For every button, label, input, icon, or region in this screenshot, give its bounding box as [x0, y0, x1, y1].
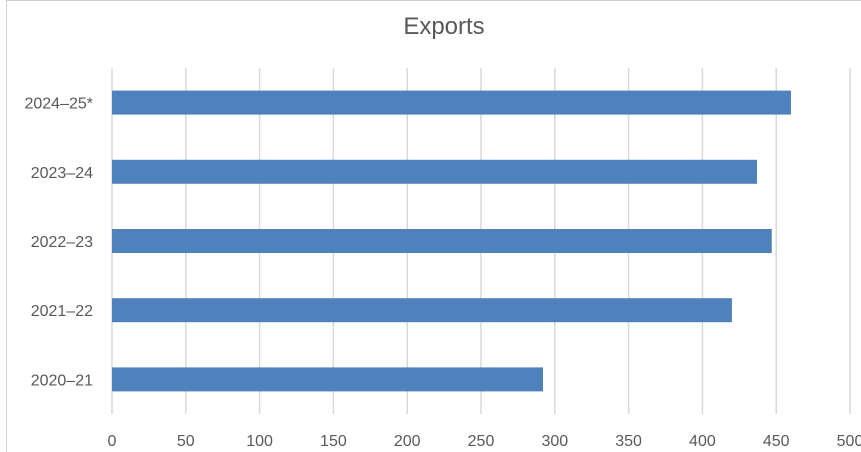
x-tick-label: 200	[394, 433, 421, 450]
x-tick-label: 100	[246, 433, 273, 450]
category-label: 2024–25*	[24, 96, 93, 113]
category-labels: 2024–25* 2023–24 2022–23 2021–22 2020–21	[24, 96, 93, 390]
x-tick-labels: 0 50 100 150 200 250 300 350 400 450 500	[108, 433, 861, 450]
bar	[112, 298, 732, 323]
category-label: 2022–23	[31, 234, 93, 251]
bar	[112, 229, 772, 253]
x-tick-label: 300	[541, 433, 568, 450]
x-tick-label: 400	[689, 433, 716, 450]
bar	[112, 90, 791, 115]
x-tick-label: 350	[615, 433, 642, 450]
category-label: 2020–21	[31, 372, 93, 389]
x-tick-label: 450	[763, 433, 790, 450]
category-label: 2023–24	[31, 165, 93, 182]
x-tick-label: 50	[177, 433, 195, 450]
chart-frame	[6, 0, 861, 452]
chart-title: Exports	[403, 13, 484, 40]
x-tick-label: 250	[468, 433, 495, 450]
category-label: 2021–22	[31, 303, 93, 320]
x-tick-label: 500	[837, 433, 861, 450]
bar	[112, 367, 543, 392]
bars	[112, 90, 791, 392]
bar	[112, 159, 758, 184]
x-tick-label: 150	[320, 433, 347, 450]
x-tick-label: 0	[108, 433, 117, 450]
